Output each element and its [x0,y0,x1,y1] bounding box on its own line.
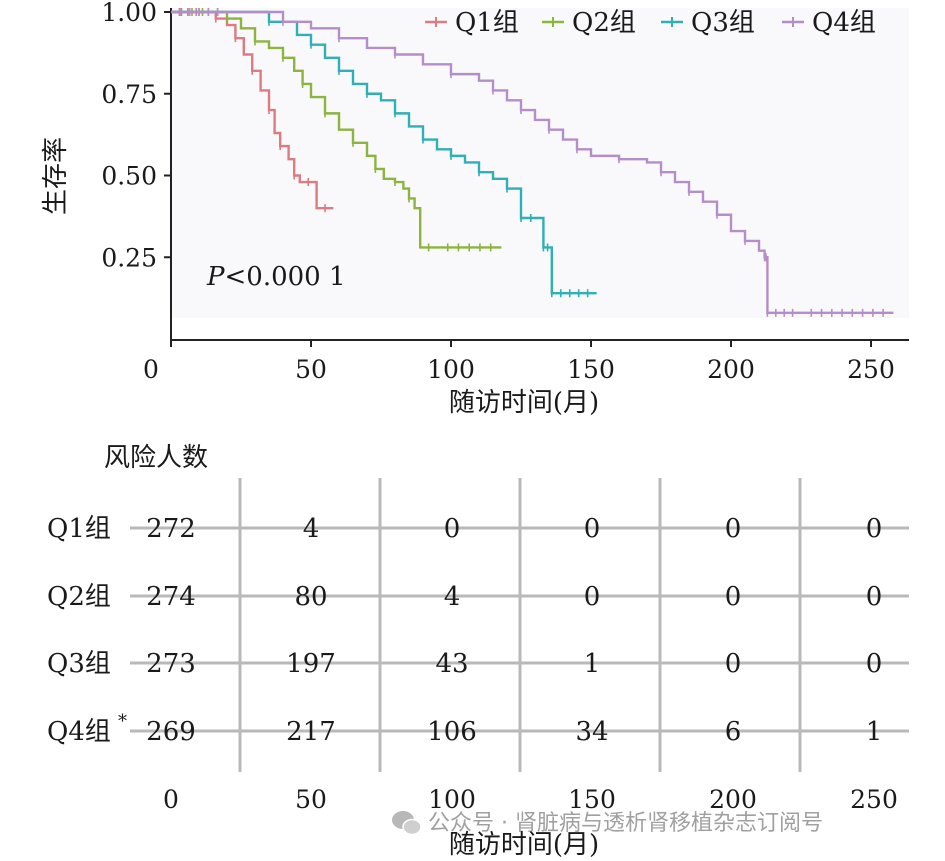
p-value-italic: P [206,262,225,292]
risk-row: Q2组 274 80 4 0 0 0 [47,582,882,612]
x-tick-label: 100 [427,355,475,384]
legend-item: Q2组 [542,8,636,38]
risk-x-tick-label: 250 [850,785,898,814]
risk-row-label: Q3组 [47,649,111,679]
risk-row: Q4组 * 269 217 106 34 6 1 [47,711,882,747]
y-axis-ticks: 0.25 0.50 0.75 1.00 [101,0,171,272]
risk-cell: 272 [146,514,196,544]
risk-row-label: Q4组 [47,717,111,747]
risk-cell: 197 [286,649,336,679]
survival-curve [171,10,894,315]
legend-label: Q1组 [455,8,519,38]
y-tick-label: 0.25 [101,243,157,272]
risk-row-label: Q1组 [47,514,111,544]
wechat-icon [392,811,422,836]
risk-cell: 269 [146,717,196,747]
p-value-text: <0.000 1 [225,262,346,292]
risk-cell: 1 [866,717,883,747]
risk-cell: 43 [435,649,468,679]
x-axis-ticks: 0 50 100 150 200 250 [143,340,895,384]
risk-table-title: 风险人数 [104,443,208,473]
risk-row-marker: * [118,711,127,732]
risk-table-grid [130,478,909,772]
x-axis-title: 随访时间(月) [449,388,599,418]
y-tick-label: 1.00 [101,0,157,27]
risk-cell: 0 [584,582,601,612]
risk-cell: 6 [725,717,742,747]
watermark: 公众号 · 肾脏病与透析肾移植杂志订阅号 [392,811,823,836]
risk-cell: 34 [575,717,608,747]
risk-cell: 0 [584,514,601,544]
x-tick-label: 0 [143,355,159,384]
survival-curves [171,8,894,317]
risk-cell: 0 [866,514,883,544]
risk-table-x-ticks: 0 50 100 150 200 250 [163,785,898,814]
risk-x-axis-title: 随访时间(月) [449,830,599,860]
risk-x-tick-label: 0 [163,785,179,814]
p-value-annotation: P<0.000 1 [206,262,346,292]
risk-row-label: Q2组 [47,582,111,612]
legend: Q1组 Q2组 Q3组 Q4组 [425,8,876,38]
risk-cell: 4 [303,514,320,544]
risk-x-tick-label: 100 [428,785,476,814]
risk-cell: 80 [294,582,327,612]
risk-x-tick-label: 50 [295,785,327,814]
risk-cell: 0 [866,582,883,612]
risk-cell: 0 [725,582,742,612]
y-axis-title: 生存率 [41,137,71,215]
x-tick-label: 250 [847,355,895,384]
risk-cell: 0 [444,514,461,544]
risk-row: Q1组 272 4 0 0 0 0 [47,514,882,544]
risk-x-tick-label: 150 [568,785,616,814]
risk-x-tick-label: 200 [709,785,757,814]
legend-item: Q3组 [661,8,755,38]
risk-cell: 4 [444,582,461,612]
y-tick-label: 0.50 [101,162,157,191]
legend-label: Q3组 [691,8,755,38]
x-tick-label: 50 [295,355,327,384]
survival-curve [171,10,334,210]
risk-row: Q3组 273 197 43 1 0 0 [47,649,882,679]
x-tick-label: 200 [707,355,755,384]
risk-cell: 273 [146,649,196,679]
risk-cell: 0 [725,649,742,679]
legend-item: Q1组 [425,8,519,38]
risk-cell: 0 [725,514,742,544]
x-tick-label: 150 [567,355,615,384]
legend-label: Q4组 [812,8,876,38]
risk-cell: 217 [286,717,336,747]
y-tick-label: 0.75 [101,80,157,109]
risk-cell: 106 [427,717,477,747]
risk-cell: 274 [146,582,196,612]
legend-label: Q2组 [572,8,636,38]
legend-item: Q4组 [782,8,876,38]
watermark-text: 公众号 · 肾脏病与透析肾移植杂志订阅号 [428,811,823,836]
risk-cell: 0 [866,649,883,679]
survival-curve [171,10,597,295]
risk-cell: 1 [584,649,601,679]
